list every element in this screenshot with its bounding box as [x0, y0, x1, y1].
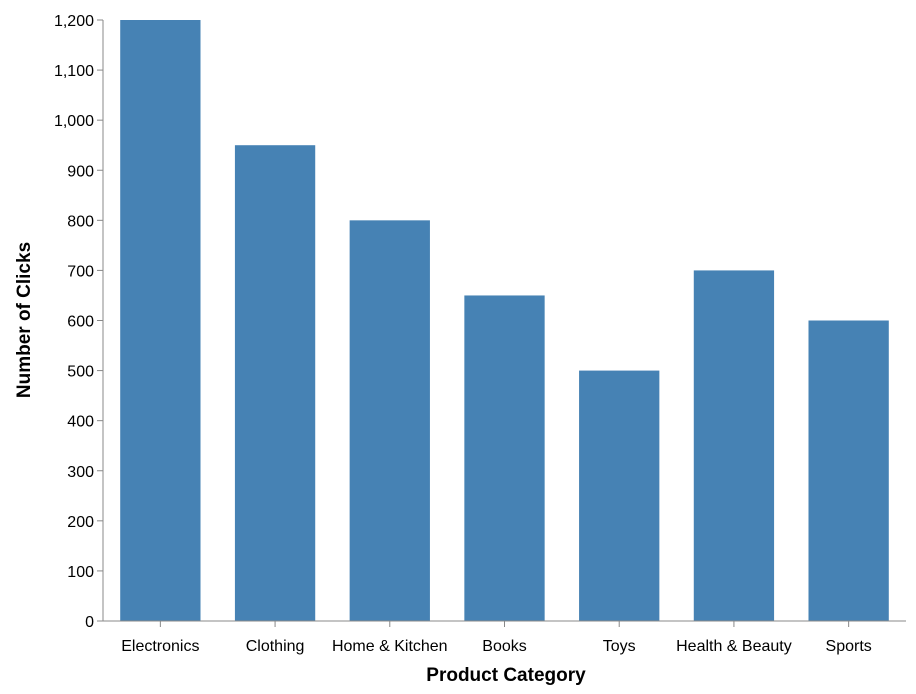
- bar: [234, 145, 316, 622]
- bar: [579, 370, 660, 621]
- bars-group: [120, 20, 889, 622]
- bar: [464, 295, 545, 621]
- y-axis: 0 100 200 300 400 500 600 700 800 900 1,000 1,100 1,…: [54, 13, 104, 631]
- y-tick-label: 100: [67, 564, 94, 581]
- y-tick-label: 1,100: [54, 63, 94, 80]
- x-tick-label: Home & Kitchen: [332, 638, 448, 655]
- y-tick-label: 300: [67, 464, 94, 481]
- y-tick-label: 1,000: [54, 113, 94, 130]
- y-tick-label: 800: [67, 213, 94, 230]
- x-tick-label: Electronics: [121, 638, 199, 655]
- y-tick-label: 200: [67, 514, 94, 531]
- x-tick-label: Clothing: [246, 638, 305, 655]
- bar: [349, 220, 430, 622]
- x-axis: Electronics Clothing Home & Kitchen Books To…: [103, 620, 906, 655]
- y-tick-label: 900: [67, 163, 94, 180]
- bar: [120, 20, 201, 621]
- x-tick-label: Toys: [603, 638, 636, 655]
- y-tick-label: 1,200: [54, 13, 94, 30]
- x-tick-label: Health & Beauty: [676, 638, 792, 655]
- x-axis-title: Product Category: [426, 665, 586, 686]
- x-tick-label: Sports: [826, 638, 872, 655]
- y-tick-label: 500: [67, 364, 94, 381]
- y-tick-label: 600: [67, 314, 94, 331]
- y-tick-label: 0: [85, 614, 94, 631]
- bar: [693, 270, 775, 621]
- bar: [808, 320, 889, 621]
- x-tick-label: Books: [482, 638, 526, 655]
- y-tick-label: 700: [67, 263, 94, 280]
- y-tick-label: 400: [67, 414, 94, 431]
- y-axis-title: Number of Clicks: [14, 242, 35, 398]
